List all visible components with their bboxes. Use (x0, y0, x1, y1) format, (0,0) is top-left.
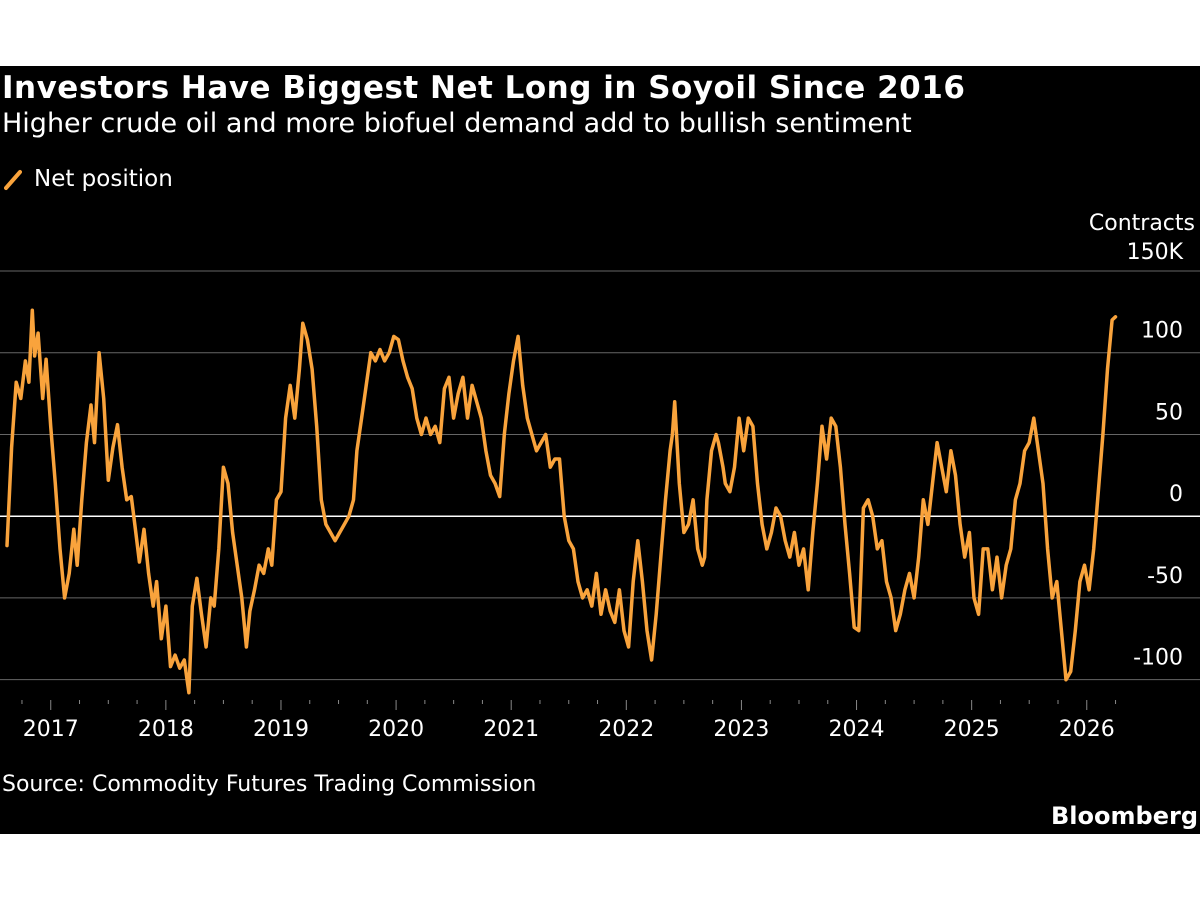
x-tick-label: 2019 (253, 717, 309, 742)
legend-line-glyph (4, 170, 22, 190)
source-note: Source: Commodity Futures Trading Commis… (2, 772, 537, 797)
x-tick-label: 2026 (1059, 717, 1115, 742)
legend-label: Net position (34, 166, 173, 192)
y-tick-label: 0 (1169, 482, 1183, 507)
chart-panel: Investors Have Biggest Net Long in Soyoi… (0, 66, 1200, 834)
chart-title: Investors Have Biggest Net Long in Soyoi… (2, 70, 966, 106)
legend: Net position (4, 166, 173, 192)
x-tick-label: 2017 (23, 717, 79, 742)
line-chart: Contracts 150K 100 50 0 -50 -100 2017 2018 2019 20… (0, 211, 1200, 742)
x-tick-label: 2018 (138, 717, 194, 742)
x-tick-label: 2020 (368, 717, 424, 742)
chart-subtitle: Higher crude oil and more biofuel demand… (2, 108, 912, 139)
x-tick-label: 2023 (713, 717, 769, 742)
legend-line-icon (4, 166, 22, 192)
x-tick-label: 2025 (944, 717, 1000, 742)
series-line-net-position (5, 308, 1118, 695)
y-axis-unit-label: Contracts (1089, 211, 1195, 236)
y-tick-label: 150K (1127, 240, 1184, 265)
x-tick-label: 2021 (483, 717, 539, 742)
y-tick-label: -100 (1133, 646, 1183, 671)
brand-logo: Bloomberg (1051, 802, 1198, 830)
x-tick-label: 2024 (829, 717, 885, 742)
y-tick-label: 50 (1155, 400, 1183, 425)
y-tick-label: -50 (1147, 564, 1183, 589)
y-tick-label: 100 (1141, 319, 1183, 344)
x-tick-label: 2022 (598, 717, 654, 742)
